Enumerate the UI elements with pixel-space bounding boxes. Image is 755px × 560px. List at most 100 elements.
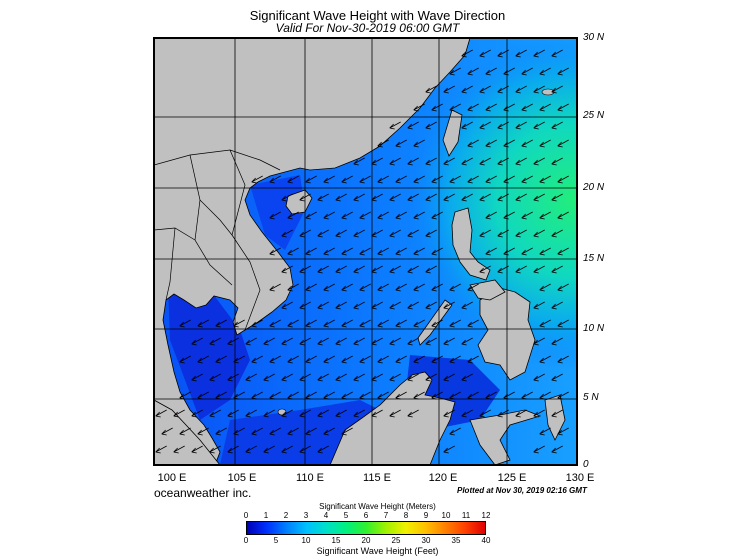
wave-arrow [389,337,401,346]
wave-arrow [209,409,221,418]
wave-arrow [497,229,509,238]
wave-arrow [533,157,545,166]
wave-arrow [395,139,407,148]
wave-arrow [539,427,551,436]
wave-arrow [245,373,257,382]
wave-arrow [335,409,347,418]
wave-arrow [467,355,479,364]
wave-arrow [341,175,353,184]
wave-arrow [281,373,293,382]
wave-arrow [485,391,497,400]
wave-arrow [395,175,407,184]
wave-arrow [443,337,455,346]
wave-arrow [431,175,443,184]
wave-arrow [461,85,473,94]
wave-arrow [425,337,437,346]
wave-arrow [281,229,293,238]
wave-arrow [443,193,455,202]
wave-arrow [497,409,509,418]
wave-arrow [317,193,329,202]
wave-arrow [389,409,401,418]
wave-arrow [485,247,497,256]
wave-arrow [557,103,569,112]
lon-label-130e: 130 E [565,472,595,484]
land-luzon [451,207,491,281]
wave-arrow [281,445,293,454]
wave-arrow [551,157,563,166]
wave-arrow [269,355,281,364]
wave-arrow [317,265,329,274]
wave-arrow [389,229,401,238]
wave-arrow [425,229,437,238]
wave-arrow [377,391,389,400]
colorbar-feet-tick: 0 [243,536,249,545]
wave-arrow [551,409,563,418]
wave-arrow [551,49,563,58]
wave-arrow [305,427,317,436]
wave-arrow [287,355,299,364]
wave-arrow [557,283,569,292]
wave-arrow [173,445,185,454]
wave-arrow [551,85,563,94]
wave-arrow [299,373,311,382]
wave-arrow [269,319,281,328]
wave-arrow [557,211,569,220]
wave-arrow [449,427,461,436]
wave-arrow [503,211,515,220]
wave-arrow [533,229,545,238]
colorbar-meter-tick: 8 [403,511,409,520]
wave-arrow [317,409,329,418]
wave-arrow [467,175,479,184]
wave-arrow [263,373,275,382]
wave-arrow [299,229,311,238]
wave-arrow [233,427,245,436]
wave-arrow [539,319,551,328]
wave-arrow [341,391,353,400]
wave-arrow [443,373,455,382]
wave-arrow [515,121,527,130]
wave-arrow [497,121,509,130]
wave-arrow [461,157,473,166]
wave-arrow [251,355,263,364]
wave-arrow [449,319,461,328]
wave-arrow [461,409,473,418]
wave-arrow [407,157,419,166]
wave-arrow [353,193,365,202]
wave-arrow [305,175,317,184]
wave-arrow [371,157,383,166]
wave-arrow [281,301,293,310]
colorbar [246,521,486,535]
wave-arrow [557,67,569,76]
wave-arrow [263,337,275,346]
wave-arrow [359,283,371,292]
wave-arrow [431,391,443,400]
wave-arrow [323,283,335,292]
colorbar-meter-tick: 3 [303,511,309,520]
wave-arrow [407,373,419,382]
wave-arrow [449,283,461,292]
wave-arrow [539,211,551,220]
wave-arrow [461,301,473,310]
wave-arrow [431,319,443,328]
land-visayas [469,279,506,301]
wave-arrow [245,409,257,418]
wave-arrow [467,67,479,76]
wave-arrow [425,121,437,130]
wave-arrow [539,283,551,292]
wave-arrow [479,265,491,274]
wave-arrow [497,85,509,94]
wave-arrow [179,319,191,328]
wave-arrow [281,409,293,418]
wave-arrow [371,337,383,346]
wave-arrow [485,175,497,184]
wave-arrow [305,319,317,328]
wave-arrow [413,175,425,184]
colorbar-feet-tick: 35 [451,536,461,545]
wave-arrow [269,175,281,184]
wave-arrow [179,427,191,436]
wave-arrow [551,193,563,202]
wave-arrow [305,247,317,256]
wave-arrow [467,391,479,400]
wave-arrow [449,355,461,364]
wave-arrow [503,67,515,76]
